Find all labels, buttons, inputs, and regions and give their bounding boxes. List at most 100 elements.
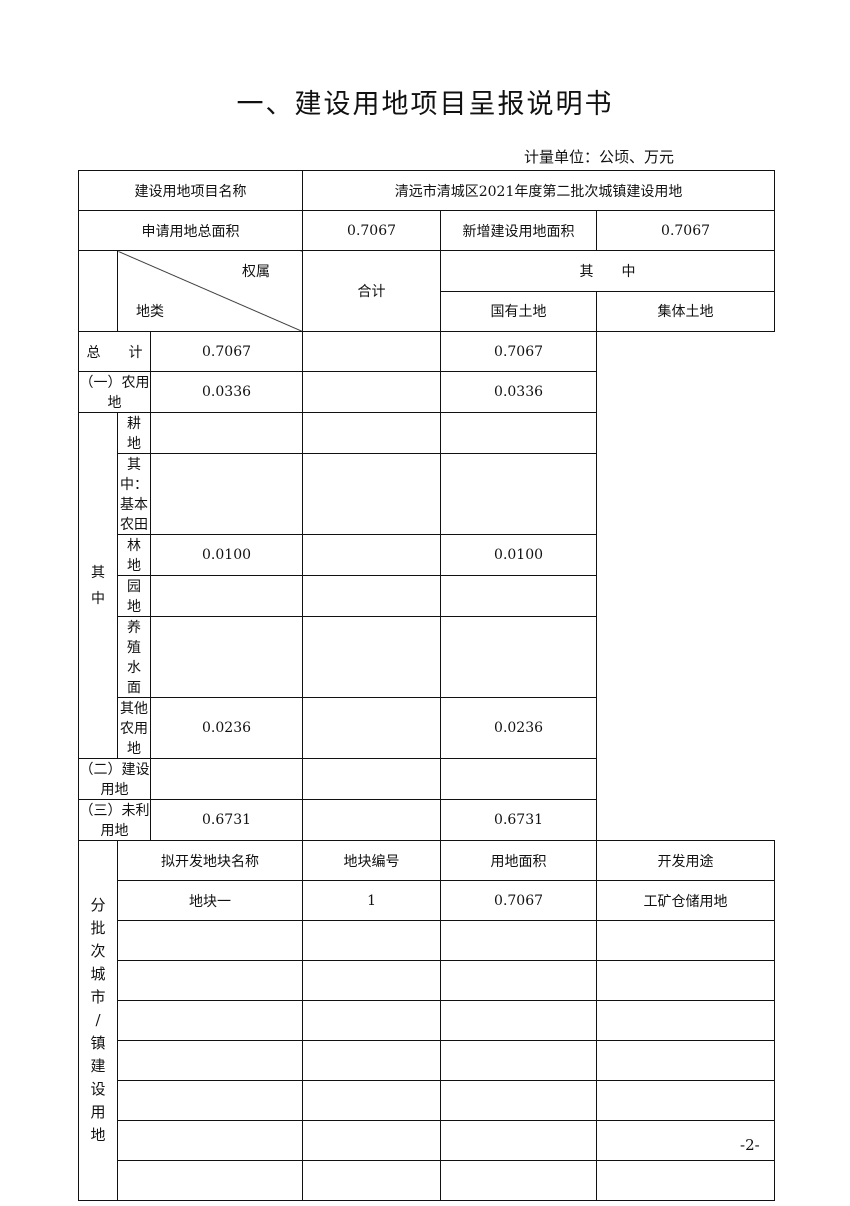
total-area-value: 0.7067 [302, 210, 442, 251]
parcel-section-label: 分批次城市 / 镇建设用地 [78, 840, 118, 1201]
row-state [302, 758, 442, 800]
land-type-label: 地类 [136, 304, 164, 320]
land-use-table: 建设用地项目名称 清远市清城区2021年度第二批次城镇建设用地 申请用地总面积 … [77, 170, 776, 1201]
parcel-row [79, 960, 776, 1001]
row-collective [440, 412, 598, 454]
row-state [302, 331, 442, 372]
parcel-cell [302, 1000, 442, 1041]
parcel-cell [596, 920, 776, 961]
row-total: 0.0336 [149, 371, 304, 413]
row-total: 0.6731 [149, 799, 304, 841]
parcel-cell [440, 960, 598, 1001]
parcel-row [79, 920, 776, 961]
row-collective [440, 453, 598, 535]
parcel-row [79, 1080, 776, 1121]
row-label: 园 地 [117, 575, 183, 617]
parcel-cell: 地块一 [116, 880, 304, 921]
parcel-cell [116, 1120, 304, 1161]
row-total [149, 575, 304, 617]
page-number: -2- [740, 1136, 760, 1154]
total-header: 合计 [302, 250, 442, 332]
header-row: 权属 地类 合计 其 中 [78, 250, 776, 332]
parcel-cell [116, 1040, 304, 1081]
new-area-label: 新增建设用地面积 [440, 210, 598, 251]
parcel-cell [440, 1160, 598, 1201]
ownership-label: 权属 [242, 264, 271, 280]
parcel-cell [302, 1040, 442, 1081]
table-row: 其中 耕 地 [78, 412, 775, 759]
project-name-label: 建设用地项目名称 [77, 170, 304, 211]
row-label: （一）农用地 [78, 371, 151, 413]
row-state [302, 697, 442, 759]
row-total [149, 616, 304, 698]
parcel-cell [116, 1160, 304, 1201]
row-label: 林 地 [117, 534, 183, 576]
row-label: 其中：基本农田 [117, 453, 151, 535]
parcel-cell: 工矿仓储用地 [596, 880, 776, 921]
parcel-cell [596, 1080, 776, 1121]
parcel-cell [302, 1080, 442, 1121]
row-label: （二）建设用地 [78, 758, 151, 800]
table-row: （一）农用地 0.0336 0.0336 [78, 371, 775, 413]
row-state [302, 371, 442, 413]
parcel-cell [302, 1160, 442, 1201]
table-row: 园 地 [79, 575, 775, 617]
table-row: （三）未利用地 0.6731 0.6731 [78, 799, 775, 841]
of-which-vertical-label: 其中 [78, 412, 118, 759]
row-collective: 0.0236 [440, 697, 598, 759]
parcel-cell [440, 1120, 598, 1161]
parcel-section-text: 分批次城市 / 镇建设用地 [90, 896, 106, 1144]
parcel-row [79, 1120, 776, 1161]
parcel-cell [302, 960, 442, 1001]
table-row: 总 计 0.7067 0.7067 [78, 331, 775, 372]
state-land-header: 国有土地 [440, 290, 598, 332]
row-label: 养 殖 水 面 [117, 616, 151, 698]
parcel-cell [596, 1040, 776, 1081]
parcel-row [79, 1160, 776, 1201]
total-area-row: 申请用地总面积 0.7067 新增建设用地面积 0.7067 [77, 210, 776, 251]
parcel-cell: 0.7067 [440, 880, 598, 921]
parcel-cell [116, 1000, 304, 1041]
row-total [149, 758, 304, 800]
row-collective: 0.0336 [440, 371, 598, 413]
table-row: 养 殖 水 面 [79, 616, 775, 698]
row-label: 其他农用地 [117, 697, 151, 759]
collective-land-header: 集体土地 [596, 290, 776, 332]
row-collective [440, 758, 598, 800]
left-blank-column [78, 250, 118, 332]
page-title: 一、建设用地项目呈报说明书 [236, 89, 614, 120]
parcel-header: 地块编号 [302, 840, 442, 881]
parcel-header-row: 分批次城市 / 镇建设用地拟开发地块名称 地块编号 用地面积 开发用途 [78, 840, 776, 1201]
project-name-value: 清远市清城区2021年度第二批次城镇建设用地 [302, 170, 776, 211]
parcel-header: 开发用途 [596, 840, 776, 881]
parcel-cell [596, 1160, 776, 1201]
parcel-cell [302, 920, 442, 961]
table-row: （二）建设用地 [78, 758, 775, 800]
parcel-cell [440, 1040, 598, 1081]
parcel-row [79, 1000, 776, 1041]
total-area-label: 申请用地总面积 [77, 210, 304, 251]
parcel-cell [440, 1000, 598, 1041]
row-total: 0.0236 [149, 697, 304, 759]
row-total [149, 453, 304, 535]
parcel-row [79, 1040, 776, 1081]
parcel-row: 地块一 1 0.7067 工矿仓储用地 [79, 880, 776, 921]
of-which-vertical-text: 其中 [91, 564, 105, 607]
header-row-2: 国有土地 集体土地 [79, 290, 776, 332]
parcel-cell [440, 920, 598, 961]
parcel-cell: 1 [302, 880, 442, 921]
row-label: 总 计 [78, 331, 151, 372]
row-state [302, 412, 442, 454]
table-row: 其中：基本农田 [79, 453, 775, 535]
row-collective [440, 616, 598, 698]
parcel-cell [116, 960, 304, 1001]
of-which-header: 其 中 [440, 250, 776, 292]
row-total: 0.0100 [149, 534, 304, 576]
row-state [302, 534, 442, 576]
row-collective: 0.7067 [440, 331, 598, 372]
parcel-cell [596, 960, 776, 1001]
parcel-cell [440, 1080, 598, 1121]
new-area-value: 0.7067 [596, 210, 776, 251]
table-row: 其他农用地 0.0236 0.0236 [79, 697, 775, 759]
parcel-cell [302, 1120, 442, 1161]
